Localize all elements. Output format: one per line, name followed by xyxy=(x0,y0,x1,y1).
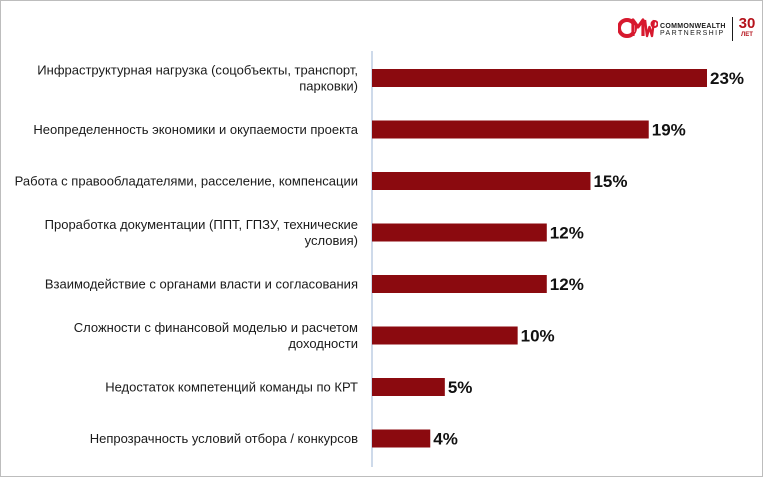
brand-line-1: COMMONWEALTH xyxy=(660,23,726,30)
cmwp-logo-mark-icon xyxy=(618,18,658,38)
value-label-8: 4% xyxy=(433,430,458,449)
bar-5 xyxy=(372,275,547,293)
bar-3 xyxy=(372,172,591,190)
value-label-3: 15% xyxy=(593,172,627,191)
category-label-8: Непрозрачность условий отбора / конкурсо… xyxy=(90,431,358,446)
value-label-7: 5% xyxy=(448,378,473,397)
value-label-2: 19% xyxy=(652,121,686,140)
value-label-4: 12% xyxy=(550,224,584,243)
category-label-2: Неопределенность экономики и окупаемости… xyxy=(33,122,358,137)
value-label-1: 23% xyxy=(710,69,744,88)
category-label-4: Проработка документации (ППТ, ГПЗУ, техн… xyxy=(45,217,358,248)
brand-line-2: PARTNERSHIP xyxy=(660,30,725,37)
category-label-7: Недостаток компетенций команды по КРТ xyxy=(105,380,358,395)
logo-separator xyxy=(732,17,733,41)
bars-layer: 23% Инфраструктурная нагрузка (соцобъекты… xyxy=(15,63,744,449)
category-label-1: Инфраструктурная нагрузка (соцобъекты, т… xyxy=(37,63,358,94)
years-number: 30 xyxy=(738,15,756,32)
brand-name: COMMONWEALTH PARTNERSHIP xyxy=(660,23,726,37)
bar-6 xyxy=(372,326,518,345)
cmwp-logo: COMMONWEALTH PARTNERSHIP 30 ЛЕТ xyxy=(618,13,758,47)
years-badge: 30 ЛЕТ xyxy=(736,16,758,39)
category-label-3: Работа с правообладателями, расселение, … xyxy=(15,174,358,189)
category-label-6: Сложности с финансовой моделью и расчето… xyxy=(74,320,358,351)
bar-1 xyxy=(372,69,707,87)
bar-4 xyxy=(372,223,547,242)
bar-2 xyxy=(372,120,649,139)
category-label-5: Взаимодействие с органами власти и согла… xyxy=(45,277,358,292)
value-label-6: 10% xyxy=(521,327,555,346)
years-unit: ЛЕТ xyxy=(741,32,753,38)
bar-8 xyxy=(372,429,431,448)
value-label-5: 12% xyxy=(550,275,584,294)
bar-7 xyxy=(372,378,445,396)
